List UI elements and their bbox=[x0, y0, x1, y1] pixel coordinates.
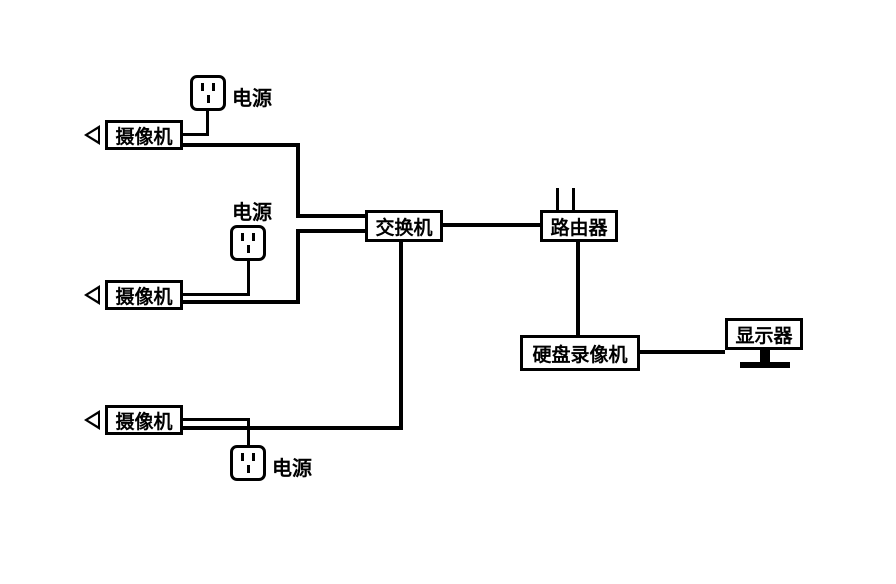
camera-node: 摄像机 bbox=[105, 280, 183, 310]
camera-icon bbox=[84, 410, 100, 430]
monitor-base bbox=[740, 362, 790, 368]
node-label: 摄像机 bbox=[115, 122, 172, 149]
antenna-icon bbox=[572, 188, 575, 210]
diagram-canvas: 电源 电源 电源 摄像机 摄像机 摄像机 交换机 路由器 硬盘录像机 显示器 bbox=[0, 0, 896, 584]
connection-wire bbox=[206, 111, 209, 136]
node-label: 显示器 bbox=[735, 321, 792, 348]
monitor-node: 显示器 bbox=[725, 318, 803, 350]
connection-wire bbox=[183, 426, 403, 430]
power-socket-icon bbox=[230, 445, 266, 481]
node-label: 硬盘录像机 bbox=[532, 340, 627, 367]
connection-wire bbox=[640, 350, 725, 354]
node-label: 交换机 bbox=[375, 213, 432, 240]
connection-wire bbox=[296, 229, 300, 304]
power-label: 电源 bbox=[232, 196, 272, 225]
switch-node: 交换机 bbox=[365, 210, 443, 242]
monitor-neck bbox=[760, 350, 770, 362]
connection-wire bbox=[443, 223, 540, 227]
power-socket-icon bbox=[230, 225, 266, 261]
node-label: 摄像机 bbox=[115, 282, 172, 309]
antenna-icon bbox=[556, 188, 559, 210]
camera-node: 摄像机 bbox=[105, 120, 183, 150]
connection-wire bbox=[576, 242, 580, 335]
node-label: 路由器 bbox=[550, 213, 607, 240]
connection-wire bbox=[183, 293, 250, 296]
power-socket-icon bbox=[190, 75, 226, 111]
nvr-node: 硬盘录像机 bbox=[520, 335, 640, 371]
connection-wire bbox=[296, 229, 368, 233]
connection-wire bbox=[399, 242, 403, 430]
connection-wire bbox=[296, 143, 300, 217]
router-node: 路由器 bbox=[540, 210, 618, 242]
connection-wire bbox=[183, 300, 300, 304]
connection-wire bbox=[296, 214, 368, 218]
node-label: 摄像机 bbox=[115, 407, 172, 434]
power-label: 电源 bbox=[232, 82, 272, 111]
power-label: 电源 bbox=[272, 452, 312, 481]
connection-wire bbox=[183, 143, 300, 147]
camera-icon bbox=[84, 285, 100, 305]
camera-node: 摄像机 bbox=[105, 405, 183, 435]
connection-wire bbox=[247, 261, 250, 296]
camera-icon bbox=[84, 125, 100, 145]
connection-wire bbox=[183, 418, 250, 421]
connection-wire bbox=[247, 418, 250, 448]
